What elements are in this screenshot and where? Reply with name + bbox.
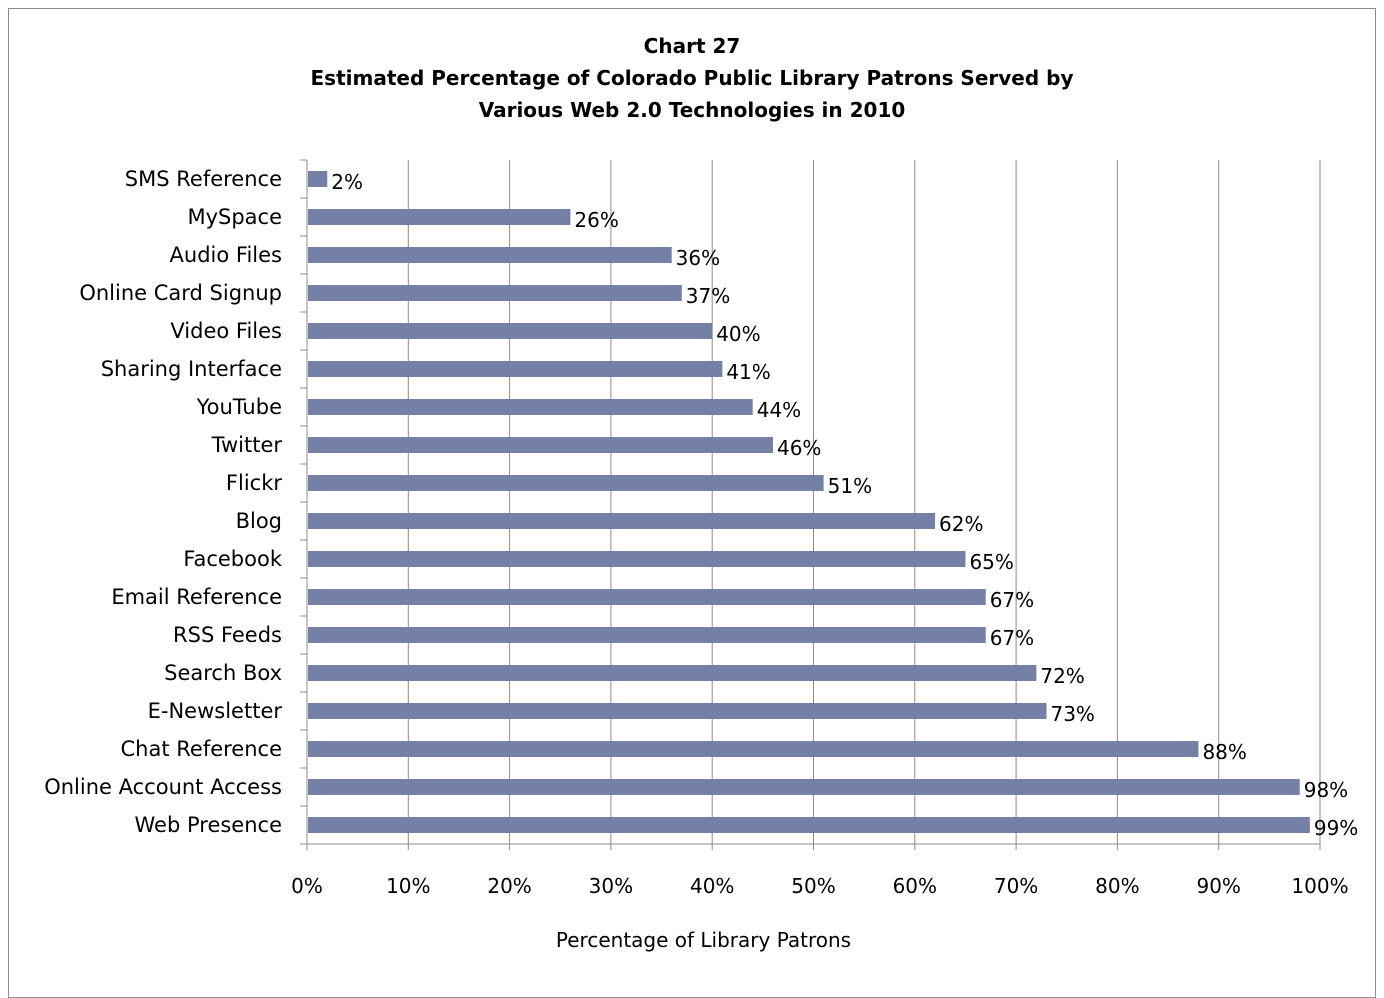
y-category-label: SMS Reference [125,167,282,191]
data-label: 41% [726,360,770,384]
x-tick-label: 0% [291,874,323,898]
y-category-label: Blog [236,509,282,533]
bar [308,817,1310,833]
x-tick-label: 50% [791,874,835,898]
data-label: 98% [1304,778,1348,802]
chart-title: Chart 27 [643,34,741,58]
data-label: 36% [676,246,720,270]
x-tick-label: 90% [1196,874,1240,898]
y-category-label: MySpace [187,205,282,229]
y-category-label: YouTube [196,395,282,419]
chart-subtitle-line1: Estimated Percentage of Colorado Public … [310,66,1074,90]
bar [308,247,672,263]
data-label: 99% [1314,816,1358,840]
x-tick-label: 100% [1291,874,1348,898]
bar [308,323,713,339]
data-label: 65% [969,550,1013,574]
y-category-label: Twitter [211,433,283,457]
bar [308,171,328,187]
bar [308,665,1037,681]
y-category-label: Video Files [170,319,282,343]
data-label: 37% [686,284,730,308]
data-label: 51% [828,474,872,498]
y-category-label: RSS Feeds [173,623,282,647]
bar [308,703,1047,719]
bar [308,437,773,453]
y-category-label: Search Box [164,661,282,685]
x-tick-label: 70% [994,874,1038,898]
x-tick-label: 40% [690,874,734,898]
data-label: 67% [990,626,1034,650]
chart-subtitle-line2: Various Web 2.0 Technologies in 2010 [478,98,906,122]
bar [308,399,753,415]
data-label: 67% [990,588,1034,612]
y-category-label: Flickr [226,471,282,495]
data-label: 40% [716,322,760,346]
x-tick-label: 20% [487,874,531,898]
bar [308,361,723,377]
data-label: 88% [1202,740,1246,764]
data-label: 44% [757,398,801,422]
y-category-label: Audio Files [170,243,282,267]
x-tick-label: 30% [589,874,633,898]
bar [308,627,986,643]
data-label: 2% [331,170,363,194]
y-category-label: Online Account Access [44,775,282,799]
data-label: 26% [574,208,618,232]
y-category-label: E-Newsletter [148,699,283,723]
bar [308,513,936,529]
y-category-label: Email Reference [111,585,282,609]
bar [308,779,1300,795]
y-category-label: Sharing Interface [101,357,282,381]
y-category-label: Facebook [183,547,283,571]
data-label: 46% [777,436,821,460]
bar [308,475,824,491]
bar [308,551,966,567]
bar [308,589,986,605]
y-category-label: Online Card Signup [79,281,282,305]
data-label: 72% [1040,664,1084,688]
x-tick-label: 80% [1095,874,1139,898]
y-category-label: Web Presence [135,813,282,837]
data-label: 62% [939,512,983,536]
bar [308,285,682,301]
data-label: 73% [1050,702,1094,726]
y-category-label: Chat Reference [121,737,283,761]
bar [308,209,571,225]
bar [308,741,1199,757]
x-tick-label: 60% [893,874,937,898]
x-tick-label: 10% [386,874,430,898]
x-axis-title: Percentage of Library Patrons [556,928,851,952]
